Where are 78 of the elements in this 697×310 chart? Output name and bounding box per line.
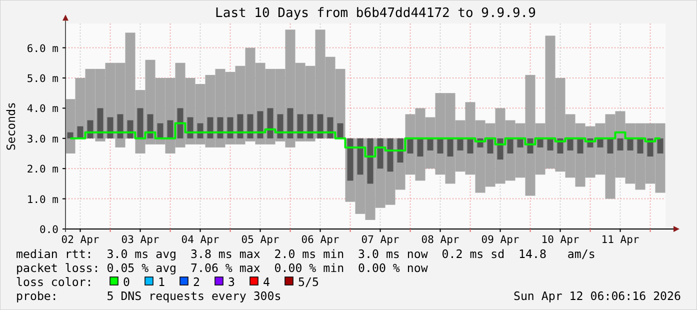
text: 5/5: [298, 275, 319, 289]
bar: [157, 123, 164, 138]
text: Sun Apr 12 06:06:16 2026: [513, 289, 682, 303]
bar: [327, 117, 334, 138]
bar: [627, 138, 634, 150]
chart-title: Last 10 Days from b6b47dd44172 to 9.9.9.9: [215, 6, 536, 21]
bar: [237, 114, 244, 138]
bar: [377, 138, 384, 169]
x-tick-label: 08 Apr: [421, 234, 460, 246]
bar: [267, 108, 274, 138]
y-axis-title: Seconds: [4, 102, 18, 151]
bar: [577, 138, 584, 154]
bar: [457, 138, 464, 150]
x-tick-label: 07 Apr: [361, 234, 400, 246]
y-tick-label: 3.0 m: [26, 133, 58, 146]
y-tick-label: 0.0: [40, 224, 58, 236]
bar: [607, 138, 614, 154]
y-tick-label: 4.0 m: [26, 103, 58, 116]
text: packet loss: 0.05 % avg 7.06 % max 0.00 % min 0.00 % now: [16, 261, 428, 275]
bar: [287, 108, 294, 138]
bar: [187, 117, 194, 138]
bar: [657, 138, 664, 154]
text: 2: [193, 275, 200, 289]
bar: [107, 117, 114, 138]
bar: [347, 138, 354, 181]
bar: [217, 117, 224, 138]
bar: [227, 117, 234, 138]
bar: [487, 138, 494, 154]
bar: [507, 138, 514, 154]
bar: [277, 114, 284, 138]
y-tick-label: 6.0 m: [26, 42, 58, 55]
bar: [397, 138, 404, 163]
bar: [97, 108, 104, 138]
bar: [167, 120, 174, 138]
bar: [137, 108, 144, 138]
text: 3: [228, 275, 235, 289]
text: 1: [158, 275, 165, 289]
text: 4: [263, 275, 270, 289]
bar: [367, 138, 374, 184]
bar: [77, 126, 84, 138]
bar: [247, 114, 254, 138]
bar: [467, 138, 474, 154]
text: loss color:: [16, 275, 93, 289]
bar: [297, 114, 304, 138]
bar: [177, 108, 184, 138]
x-tick-label: 02 Apr: [61, 234, 100, 246]
bar: [147, 114, 154, 138]
x-tick-label: 06 Apr: [301, 234, 340, 246]
bar: [417, 138, 424, 157]
x-tick-label: 09 Apr: [481, 234, 520, 246]
x-tick-label: 11 Apr: [601, 234, 640, 246]
bar: [437, 138, 444, 154]
y-tick-label: 1.0 m: [26, 194, 58, 206]
bar: [427, 138, 434, 150]
bar: [207, 117, 214, 138]
x-tick-label: 10 Apr: [541, 234, 580, 246]
bar: [387, 138, 394, 172]
bar: [567, 138, 574, 150]
bar: [257, 111, 264, 138]
bar: [547, 138, 554, 150]
x-tick-label: 05 Apr: [241, 234, 280, 246]
y-tick-label: 5.0 m: [26, 72, 58, 85]
bar: [307, 114, 314, 138]
bar: [357, 138, 364, 175]
bar: [337, 123, 344, 138]
bar: [497, 138, 504, 160]
x-tick-label: 04 Apr: [181, 234, 220, 246]
bar: [637, 138, 644, 154]
bar: [117, 114, 124, 138]
text: median rtt: 3.0 ms avg 3.8 ms max 2.0 ms min 3.0 ms now 0.2 ms sd 14.8 am/s: [16, 247, 596, 261]
x-tick-label: 03 Apr: [121, 234, 160, 246]
bar: [447, 138, 454, 157]
text: 0: [123, 275, 130, 289]
bar: [617, 138, 624, 150]
bar: [407, 138, 414, 154]
text: probe: 5 DNS requests every 300s: [16, 289, 282, 303]
bar: [317, 114, 324, 138]
y-tick-label: 2.0 m: [26, 164, 58, 176]
